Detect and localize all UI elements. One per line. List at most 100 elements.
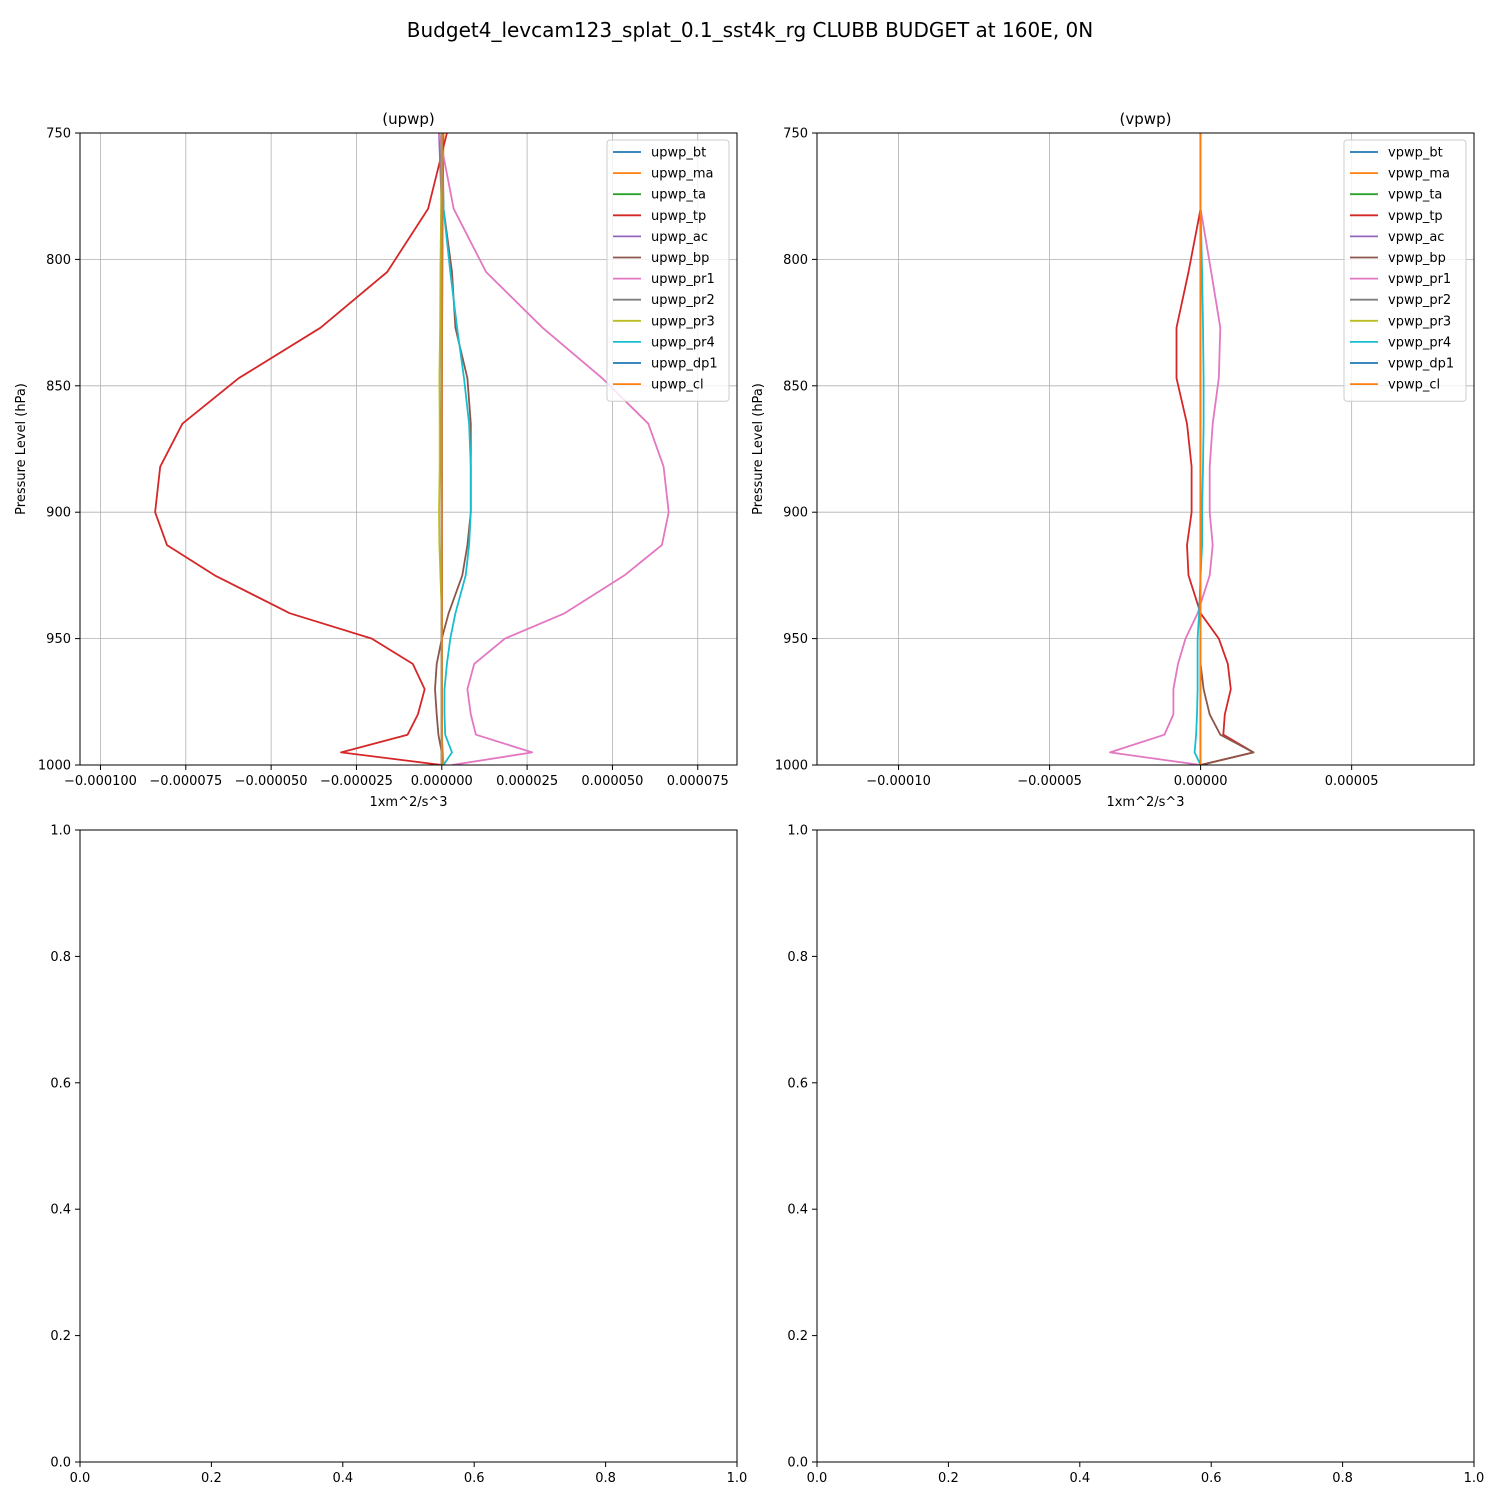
axes-frame xyxy=(816,829,1475,1463)
y-tick-label: 850 xyxy=(46,379,71,394)
x-axis-label: 1xm^2/s^3 xyxy=(1106,795,1184,810)
y-tick-label: 0.4 xyxy=(787,1203,808,1218)
series-line-upwp-bp xyxy=(434,133,472,765)
legend-label: upwp_bp xyxy=(651,251,709,266)
y-axis-label: Pressure Level (hPa) xyxy=(751,383,766,515)
x-tick-label: −0.000025 xyxy=(320,774,393,789)
x-tick-label: 0.6 xyxy=(1201,1471,1222,1486)
y-tick-label: 750 xyxy=(783,127,808,142)
x-axis-label: 1xm^2/s^3 xyxy=(369,795,447,810)
series-line-vpwp-tp xyxy=(1175,133,1255,765)
x-tick-label: 0.0 xyxy=(70,1471,91,1486)
y-tick-label: 850 xyxy=(783,379,808,394)
y-tick-label: 0.8 xyxy=(50,950,71,965)
x-tick-label: 0.000050 xyxy=(581,774,643,789)
panel-title: (vpwp) xyxy=(1120,110,1172,128)
legend: vpwp_bt vpwp_ma vpwp_ta vpwp_tp vpwp_ac vpwp_… xyxy=(1343,139,1467,402)
y-tick-label: 0.2 xyxy=(787,1329,808,1344)
legend-label: vpwp_dp1 xyxy=(1388,357,1454,372)
x-tick-label: −0.000050 xyxy=(235,774,308,789)
legend-label: upwp_pr2 xyxy=(651,293,715,308)
series-line-vpwp-pr1 xyxy=(1109,133,1222,765)
axes-frame xyxy=(79,132,738,766)
y-tick-label: 0.8 xyxy=(787,950,808,965)
legend-label: vpwp_ma xyxy=(1388,167,1450,182)
legend-label: upwp_pr1 xyxy=(651,272,715,287)
legend-label: vpwp_pr4 xyxy=(1388,335,1451,350)
x-tick-label: 0.8 xyxy=(595,1471,616,1486)
legend-label: vpwp_tp xyxy=(1388,209,1443,224)
legend-label: vpwp_pr1 xyxy=(1388,272,1451,287)
series-line-upwp-pr4 xyxy=(440,133,472,765)
y-tick-label: 1.0 xyxy=(787,824,808,839)
axes-frame xyxy=(79,829,738,1463)
y-tick-label: 0.2 xyxy=(50,1329,71,1344)
x-tick-label: 0.2 xyxy=(938,1471,959,1486)
legend-label: upwp_dp1 xyxy=(651,357,718,372)
x-tick-label: −0.00010 xyxy=(866,774,931,789)
series-line-upwp-pr1 xyxy=(438,133,670,765)
y-tick-label: 0.6 xyxy=(787,1076,808,1091)
y-tick-label: 950 xyxy=(783,632,808,647)
y-tick-label: 900 xyxy=(783,506,808,521)
legend-label: upwp_pr4 xyxy=(651,335,715,350)
legend-label: upwp_bt xyxy=(651,146,706,161)
legend-label: vpwp_cl xyxy=(1388,378,1440,393)
y-tick-label: 800 xyxy=(46,253,71,268)
panel-title: (upwp) xyxy=(382,110,435,128)
y-tick-label: 1000 xyxy=(775,759,808,774)
legend-box xyxy=(1343,139,1467,402)
legend-label: vpwp_bp xyxy=(1388,251,1446,266)
panel-2: −0.00010 −0.00005 0.00000 0.00005 750 800 850 9… xyxy=(751,110,1475,810)
x-tick-label: 0.0 xyxy=(807,1471,828,1486)
y-axis-label: Pressure Level (hPa) xyxy=(14,383,29,515)
x-tick-label: 0.000075 xyxy=(667,774,729,789)
x-tick-label: 0.4 xyxy=(1069,1471,1090,1486)
x-tick-label: 0.000000 xyxy=(411,774,473,789)
panel-3: 0.0 0.2 0.4 0.6 0.8 1.0 0.0 0.2 0.4 0.6 0.8 1.0 xyxy=(50,824,747,1487)
y-tick-label: 800 xyxy=(783,253,808,268)
x-tick-label: 1.0 xyxy=(1464,1471,1485,1486)
x-tick-label: 0.00000 xyxy=(1174,774,1228,789)
legend-box xyxy=(606,139,730,402)
legend-label: vpwp_ac xyxy=(1388,230,1444,245)
series-group xyxy=(1109,133,1255,765)
x-tick-label: −0.000075 xyxy=(149,774,222,789)
x-tick-label: 0.4 xyxy=(332,1471,353,1486)
series-line-upwp-tp xyxy=(154,133,448,765)
legend-label: vpwp_bt xyxy=(1388,146,1443,161)
figure-suptitle: Budget4_levcam123_splat_0.1_sst4k_rg CLU… xyxy=(407,18,1093,42)
y-tick-label: 750 xyxy=(46,127,71,142)
legend-label: upwp_ta xyxy=(651,188,706,203)
legend-label: upwp_ma xyxy=(651,167,714,182)
y-tick-label: 0.0 xyxy=(50,1456,71,1471)
x-tick-label: −0.00005 xyxy=(1017,774,1082,789)
legend-label: vpwp_ta xyxy=(1388,188,1442,203)
x-tick-label: 0.00005 xyxy=(1325,774,1379,789)
y-tick-label: 950 xyxy=(46,632,71,647)
panel-1: −0.000100 −0.000075 −0.000050 −0.000025 0.00… xyxy=(14,110,738,810)
legend-label: upwp_cl xyxy=(651,378,704,393)
y-tick-label: 0.0 xyxy=(787,1456,808,1471)
y-tick-label: 900 xyxy=(46,506,71,521)
y-tick-label: 1.0 xyxy=(50,824,71,839)
x-tick-label: 0.2 xyxy=(201,1471,222,1486)
axes-frame xyxy=(816,132,1475,766)
y-tick-label: 0.4 xyxy=(50,1203,71,1218)
x-tick-label: 0.6 xyxy=(464,1471,485,1486)
series-group xyxy=(154,133,670,765)
legend-label: upwp_pr3 xyxy=(651,314,715,329)
x-tick-label: 0.8 xyxy=(1332,1471,1353,1486)
panel-4: 0.0 0.2 0.4 0.6 0.8 1.0 0.0 0.2 0.4 0.6 0.8 1.0 xyxy=(787,824,1484,1487)
legend-label: upwp_ac xyxy=(651,230,708,245)
legend: upwp_bt upwp_ma upwp_ta upwp_tp upwp_ac upwp_… xyxy=(606,139,730,402)
x-tick-label: 1.0 xyxy=(727,1471,748,1486)
y-tick-label: 1000 xyxy=(38,759,71,774)
legend-label: vpwp_pr3 xyxy=(1388,314,1451,329)
y-tick-label: 0.6 xyxy=(50,1076,71,1091)
legend-label: vpwp_pr2 xyxy=(1388,293,1451,308)
x-tick-label: −0.000100 xyxy=(64,774,137,789)
legend-label: upwp_tp xyxy=(651,209,706,224)
